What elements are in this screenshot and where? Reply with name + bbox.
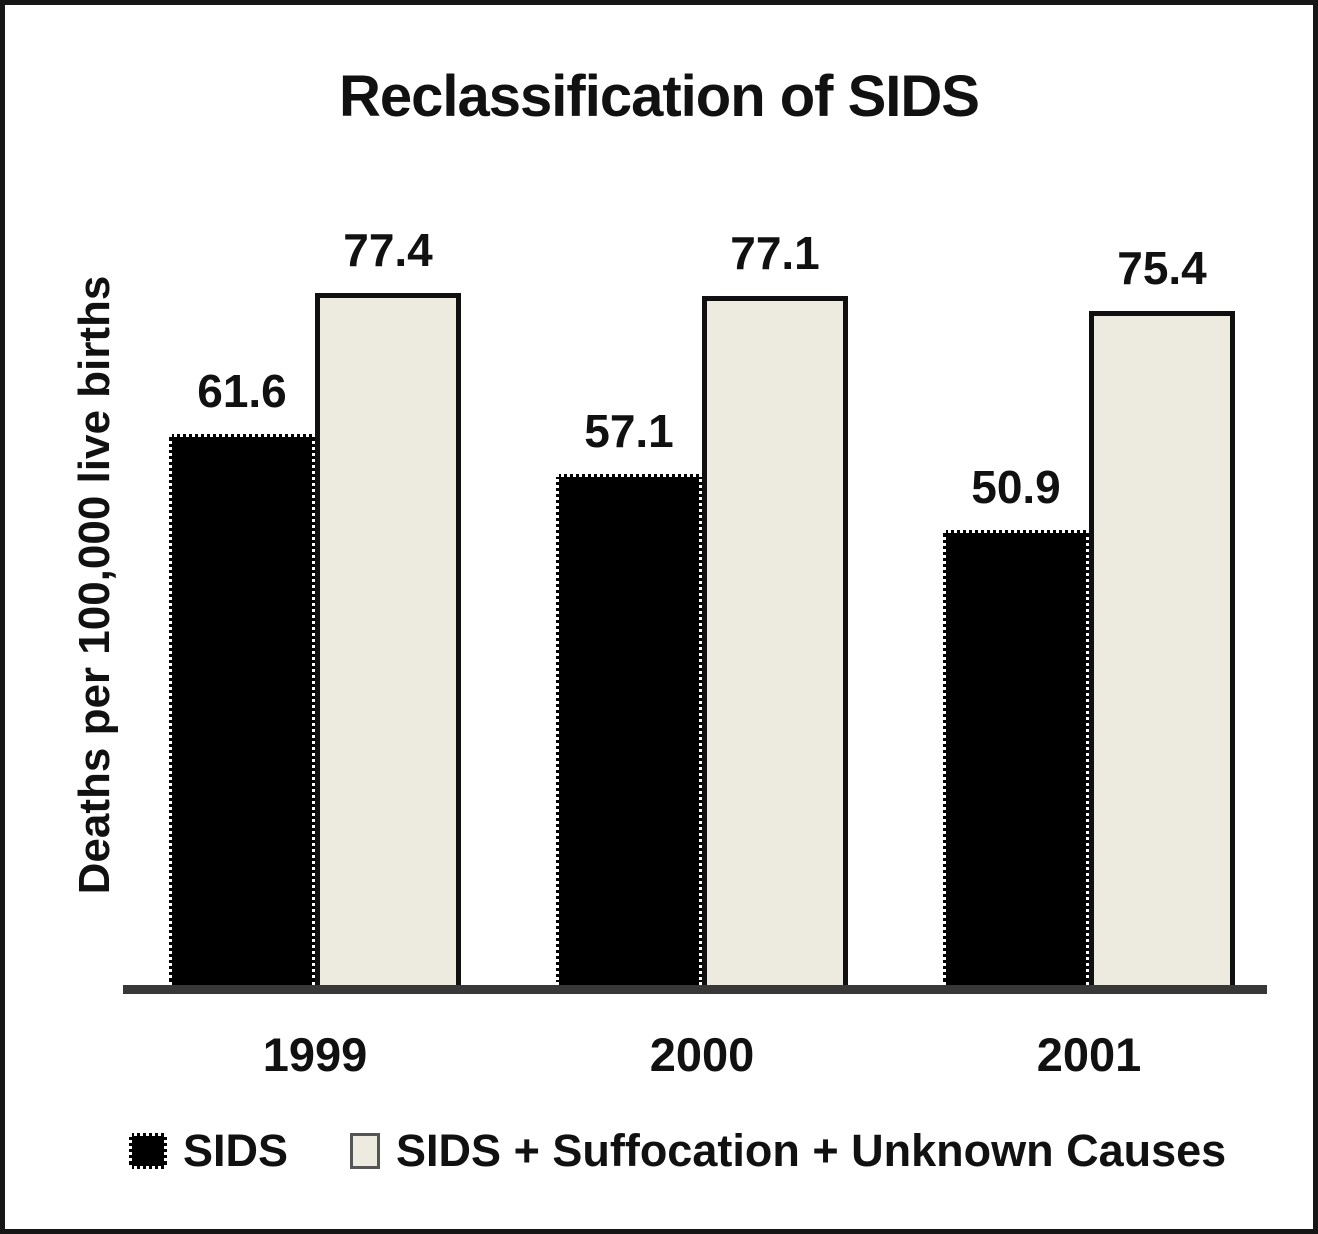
bar-value-label: 61.6 bbox=[197, 365, 287, 417]
bar-1999-series-1 bbox=[315, 293, 461, 985]
x-axis-tick-label-2001: 2001 bbox=[1036, 1028, 1142, 1081]
legend-label: SIDS + Suffocation + Unknown Causes bbox=[396, 1125, 1227, 1176]
bar-1999-series-0 bbox=[169, 434, 315, 985]
legend-swatch-icon bbox=[350, 1133, 381, 1169]
bar-2000-series-0 bbox=[556, 474, 702, 985]
plot-area: 61.6 77.4 57.1 77.1 50.9 75.4 bbox=[123, 225, 1267, 985]
bar-2000-series-1 bbox=[702, 296, 848, 985]
bar-wrap: 77.1 bbox=[702, 230, 848, 985]
bar-wrap: 75.4 bbox=[1089, 245, 1235, 985]
chart-legend: SIDS SIDS + Suffocation + Unknown Causes bbox=[129, 1125, 1226, 1177]
bar-value-label: 77.4 bbox=[343, 224, 433, 276]
y-axis-label: Deaths per 100,000 live births bbox=[70, 275, 119, 895]
bar-value-label: 50.9 bbox=[971, 461, 1061, 513]
legend-item-1: SIDS + Suffocation + Unknown Causes bbox=[350, 1125, 1226, 1177]
bar-group-1999: 61.6 77.4 bbox=[169, 227, 461, 985]
bar-value-label: 77.1 bbox=[730, 227, 820, 279]
legend-label: SIDS bbox=[183, 1125, 289, 1176]
bar-2001-series-1 bbox=[1089, 311, 1235, 985]
legend-swatch-icon bbox=[129, 1133, 167, 1169]
x-axis-tick-label-1999: 1999 bbox=[262, 1028, 368, 1081]
bar-group-2001: 50.9 75.4 bbox=[943, 245, 1235, 985]
bar-wrap: 57.1 bbox=[556, 408, 702, 985]
bar-2001-series-0 bbox=[943, 530, 1089, 985]
bar-group-2000: 57.1 77.1 bbox=[556, 230, 848, 985]
bar-value-label: 75.4 bbox=[1117, 242, 1207, 294]
bar-wrap: 77.4 bbox=[315, 227, 461, 985]
legend-item-0: SIDS bbox=[129, 1125, 288, 1177]
x-axis-tick-labels: 1999 2000 2001 bbox=[123, 1027, 1267, 1082]
bar-value-label: 57.1 bbox=[584, 405, 674, 457]
chart-title: Reclassification of SIDS bbox=[339, 64, 980, 129]
bar-wrap: 50.9 bbox=[943, 464, 1089, 985]
x-axis-tick-label-2000: 2000 bbox=[649, 1028, 755, 1081]
x-axis-line bbox=[123, 985, 1267, 994]
bar-wrap: 61.6 bbox=[169, 368, 315, 985]
